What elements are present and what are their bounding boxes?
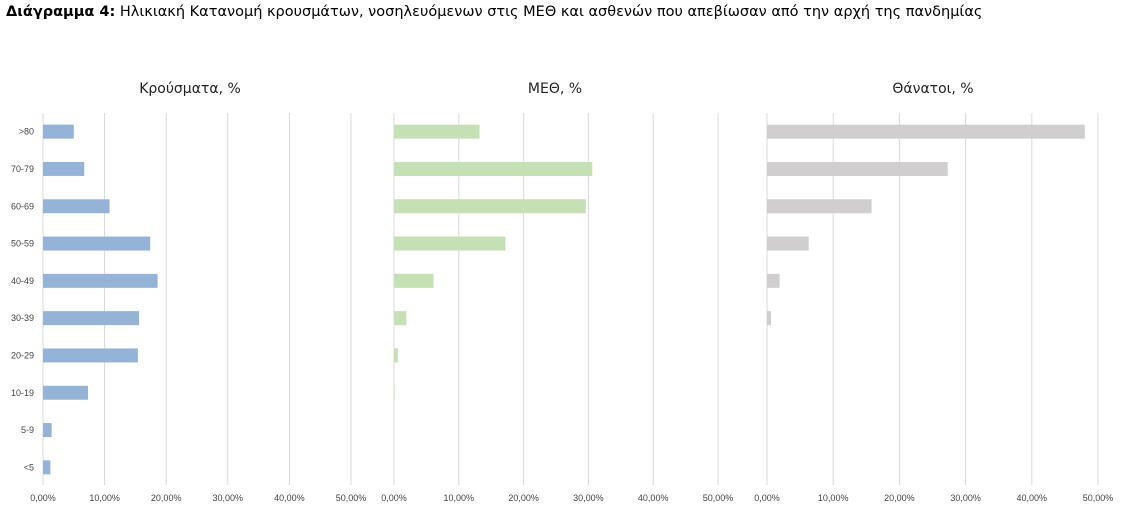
bar (43, 273, 158, 288)
bar (43, 199, 110, 214)
bar (394, 199, 586, 214)
x-tick-label: 30,00% (213, 493, 244, 503)
x-tick-label: 50,00% (1083, 493, 1114, 503)
category-label: 70-79 (11, 164, 34, 174)
bar (43, 161, 85, 176)
x-tick-label: 30,00% (950, 493, 981, 503)
bar (43, 348, 138, 363)
bar (767, 273, 780, 288)
chart-panel-2: ΜΕΘ, % 0,00% 10,00% 20,00% 30,00% 40,00% 50,00… (381, 81, 733, 503)
x-tick-label: 20,00% (151, 493, 182, 503)
figure-title-prefix: Διάγραμμα 4: (6, 4, 116, 20)
bar (767, 199, 872, 214)
x-tick-label: 0,00% (381, 493, 407, 503)
bar (43, 423, 52, 438)
x-tick-label: 40,00% (274, 493, 305, 503)
x-tick-label: 50,00% (336, 493, 367, 503)
bar (767, 124, 1085, 139)
category-label: 40-49 (11, 276, 34, 286)
bar (767, 161, 948, 176)
panel-title: Θάνατοι, % (892, 81, 973, 97)
category-label: 30-39 (11, 313, 34, 323)
bar (43, 124, 74, 139)
x-tick-label: 0,00% (30, 493, 56, 503)
x-tick-label: 40,00% (1017, 493, 1048, 503)
panel-title: Κρούσματα, % (139, 81, 241, 97)
x-tick-label: 50,00% (703, 493, 734, 503)
x-tick-label: 0,00% (754, 493, 780, 503)
x-tick-label: 10,00% (818, 493, 849, 503)
chart-panel-3: Θάνατοι, % 0,00% 10,00% 20,00% 30,00% 40,00% 5… (754, 81, 1113, 503)
bar (43, 236, 151, 251)
category-label: >80 (19, 127, 34, 137)
bar (394, 273, 434, 288)
category-label: 10-19 (11, 388, 34, 398)
bar (767, 236, 809, 251)
bar (43, 385, 88, 400)
x-tick-label: 10,00% (444, 493, 475, 503)
figure-title: Διάγραμμα 4: Ηλικιακή Κατανομή κρουσμάτω… (6, 4, 982, 20)
category-label: 5-9 (21, 425, 34, 435)
bar (43, 460, 51, 475)
chart-panel-1: Κρούσματα, % 0,00% 10,00% 20,00% 30,00% 40,00… (11, 81, 366, 503)
bar (394, 348, 398, 363)
x-tick-label: 40,00% (638, 493, 669, 503)
category-label: 50-59 (11, 239, 34, 249)
x-tick-label: 30,00% (573, 493, 604, 503)
category-label: 60-69 (11, 201, 34, 211)
bar (767, 311, 771, 326)
bar (394, 124, 480, 139)
bar (394, 311, 407, 326)
bar (394, 236, 506, 251)
bar (394, 385, 395, 400)
x-tick-label: 20,00% (884, 493, 915, 503)
figure-title-text: Ηλικιακή Κατανομή κρουσμάτων, νοσηλευόμε… (115, 4, 983, 20)
bar (43, 311, 140, 326)
x-tick-label: 10,00% (89, 493, 120, 503)
bar (394, 161, 593, 176)
category-label: 20-29 (11, 350, 34, 360)
category-label: <5 (24, 462, 34, 472)
panel-title: ΜΕΘ, % (528, 81, 582, 97)
x-tick-label: 20,00% (508, 493, 539, 503)
